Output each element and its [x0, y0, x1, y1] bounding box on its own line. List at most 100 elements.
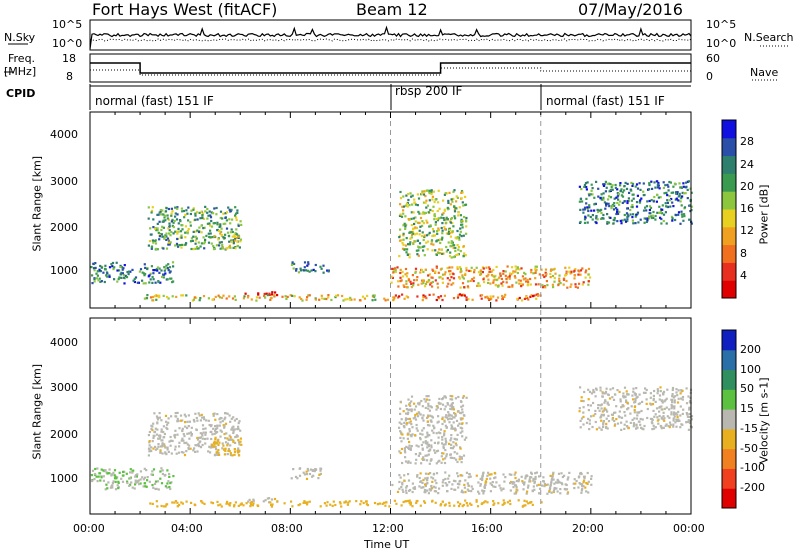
heatmap-cell	[232, 426, 234, 428]
heatmap-cell	[599, 416, 601, 418]
heatmap-cell	[161, 482, 163, 484]
heatmap-cell	[619, 416, 621, 418]
heatmap-cell	[246, 502, 248, 504]
heatmap-cell	[449, 279, 451, 281]
heatmap-cell	[169, 225, 171, 227]
heatmap-cell	[176, 213, 178, 215]
heatmap-cell	[573, 277, 575, 279]
heatmap-cell	[400, 432, 402, 434]
heatmap-cell	[144, 468, 146, 470]
heatmap-cell	[209, 236, 211, 238]
heatmap-cell	[460, 448, 462, 450]
heatmap-cell	[212, 428, 214, 430]
heatmap-cell	[646, 221, 648, 223]
heatmap-cell	[605, 190, 607, 192]
heatmap-cell	[427, 403, 429, 405]
heatmap-cell	[609, 183, 611, 185]
heatmap-cell	[172, 475, 174, 477]
heatmap-cell	[148, 434, 150, 436]
heatmap-cell	[161, 505, 163, 507]
heatmap-cell	[245, 293, 247, 295]
heatmap-cell	[662, 401, 664, 403]
heatmap-cell	[586, 422, 588, 424]
heatmap-cell	[580, 492, 582, 494]
heatmap-cell	[399, 229, 401, 231]
heatmap-cell	[201, 217, 203, 219]
heatmap-cell	[512, 486, 514, 488]
heatmap-cell	[657, 423, 659, 425]
heatmap-cell	[150, 296, 152, 298]
heatmap-cell	[167, 263, 169, 265]
heatmap-cell	[669, 195, 671, 197]
heatmap-cell	[402, 195, 404, 197]
heatmap-cell	[144, 482, 146, 484]
heatmap-cell	[595, 222, 597, 224]
heatmap-cell	[612, 414, 614, 416]
heatmap-cell	[497, 297, 499, 299]
heatmap-cell	[471, 485, 473, 487]
heatmap-cell	[141, 280, 143, 282]
heatmap-cell	[527, 298, 529, 300]
heatmap-cell	[607, 427, 609, 429]
heatmap-cell	[404, 450, 406, 452]
heatmap-cell	[524, 298, 526, 300]
heatmap-cell	[235, 228, 237, 230]
heatmap-cell	[202, 424, 204, 426]
heatmap-cell	[399, 191, 401, 193]
heatmap-cell	[223, 418, 225, 420]
heatmap-cell	[149, 431, 151, 433]
heatmap-cell	[606, 213, 608, 215]
heatmap-cell	[565, 483, 567, 485]
heatmap-cell	[232, 416, 234, 418]
heatmap-cell	[666, 199, 668, 201]
heatmap-cell	[413, 403, 415, 405]
heatmap-cell	[122, 272, 124, 274]
heatmap-cell	[659, 386, 661, 388]
heatmap-cell	[213, 415, 215, 417]
heatmap-cell	[424, 254, 426, 256]
heatmap-cell	[643, 194, 645, 196]
heatmap-cell	[420, 217, 422, 219]
heatmap-cell	[668, 408, 670, 410]
heatmap-cell	[443, 433, 445, 435]
power-colorbar-tick: 4	[740, 269, 747, 282]
heatmap-cell	[411, 224, 413, 226]
heatmap-cell	[143, 282, 145, 284]
heatmap-cell	[425, 212, 427, 214]
heatmap-cell	[409, 241, 411, 243]
heatmap-cell	[224, 450, 226, 452]
heatmap-cell	[428, 492, 430, 494]
heatmap-cell	[446, 453, 448, 455]
heatmap-cell	[171, 213, 173, 215]
heatmap-cell	[181, 440, 183, 442]
heatmap-cell	[234, 454, 236, 456]
heatmap-cell	[181, 244, 183, 246]
heatmap-cell	[320, 468, 322, 470]
heatmap-cell	[481, 479, 483, 481]
heatmap-cell	[204, 210, 206, 212]
heatmap-cell	[675, 214, 677, 216]
heatmap-cell	[597, 209, 599, 211]
heatmap-cell	[688, 429, 690, 431]
heatmap-cell	[631, 395, 633, 397]
heatmap-cell	[520, 283, 522, 285]
heatmap-cell	[235, 436, 237, 438]
heatmap-cell	[499, 272, 501, 274]
power-colorbar	[722, 120, 736, 299]
heatmap-cell	[453, 215, 455, 217]
heatmap-cell	[343, 501, 345, 503]
heatmap-cell	[603, 410, 605, 412]
heatmap-cell	[583, 186, 585, 188]
heatmap-cell	[211, 445, 213, 447]
heatmap-cell	[454, 210, 456, 212]
heatmap-cell	[567, 493, 569, 495]
heatmap-cell	[618, 193, 620, 195]
heatmap-cell	[603, 420, 605, 422]
heatmap-cell	[405, 405, 407, 407]
heatmap-cell	[434, 452, 436, 454]
heatmap-cell	[165, 415, 167, 417]
heatmap-cell	[204, 442, 206, 444]
heatmap-cell	[460, 412, 462, 414]
heatmap-cell	[670, 424, 672, 426]
heatmap-cell	[201, 211, 203, 213]
